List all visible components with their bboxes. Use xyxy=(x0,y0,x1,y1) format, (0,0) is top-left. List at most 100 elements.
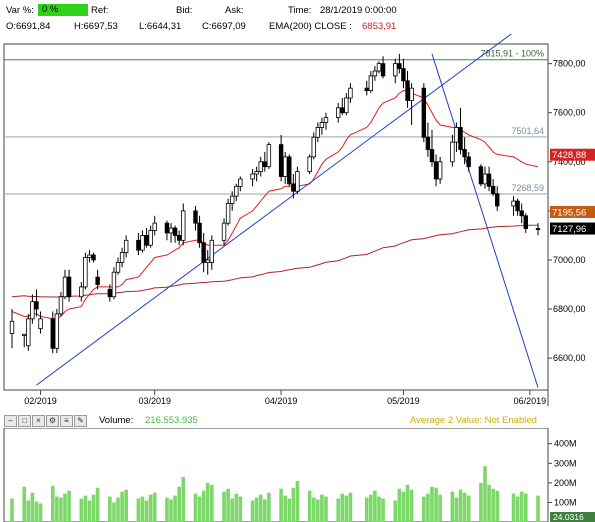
volume-bar xyxy=(311,497,316,522)
volume-bar xyxy=(250,500,255,522)
y-tick-label: 7400,00 xyxy=(553,157,586,167)
y-tick-label: 7600,00 xyxy=(553,108,586,118)
volume-bar xyxy=(434,487,438,522)
candle-body xyxy=(221,222,227,241)
candle xyxy=(437,156,443,184)
price-tag: 7195,56 xyxy=(552,207,586,218)
candle xyxy=(393,58,398,84)
time-label: Time: xyxy=(288,5,312,16)
candle xyxy=(164,220,170,241)
restore-icon[interactable]: □ xyxy=(18,415,31,427)
candle-body xyxy=(266,144,272,168)
candle-body xyxy=(323,117,329,123)
volume-bar xyxy=(291,487,296,522)
volume-bar xyxy=(226,488,230,522)
volume-bar xyxy=(173,495,177,522)
volume-bar xyxy=(307,490,312,522)
edit-icon[interactable]: ✎ xyxy=(74,415,87,427)
volume-bar xyxy=(316,499,320,522)
candle-body xyxy=(295,171,300,192)
candle-body xyxy=(376,63,382,72)
volume-bar xyxy=(50,485,55,522)
candle xyxy=(26,313,31,351)
volume-bar xyxy=(140,496,145,522)
volume-bar xyxy=(324,496,328,522)
volume-bar xyxy=(466,495,471,522)
average-label: Average 2 Value: Not Enabled xyxy=(410,415,537,426)
volume-bar xyxy=(287,498,292,522)
candle-body xyxy=(462,149,467,158)
close-icon[interactable]: × xyxy=(32,415,45,427)
volume-bar xyxy=(181,477,186,522)
x-tick-label: 02/2019 xyxy=(24,396,57,406)
volume-bar xyxy=(283,495,287,522)
volume-bar xyxy=(344,495,349,522)
candle-body xyxy=(495,193,500,207)
candle xyxy=(486,166,492,192)
var-label: Var %: xyxy=(6,5,34,16)
volume-bar xyxy=(405,484,410,522)
y-tick-label: 7800,00 xyxy=(553,59,586,69)
candle xyxy=(425,122,431,157)
volume-bar xyxy=(401,491,406,522)
candle xyxy=(193,205,198,231)
candle-body xyxy=(433,161,439,180)
candle xyxy=(405,70,410,108)
volume-bar xyxy=(222,491,226,522)
volume-bar xyxy=(63,493,67,522)
volume-chart[interactable]: 400M 300M 200M 100M 24.0316 xyxy=(0,428,595,522)
volume-bar xyxy=(205,482,210,522)
volume-bar xyxy=(295,480,300,522)
candle-body xyxy=(140,235,145,251)
candle-body xyxy=(58,296,64,315)
volume-bar xyxy=(55,496,59,522)
candle-body xyxy=(535,228,541,230)
candle xyxy=(87,250,92,263)
candle xyxy=(111,267,117,300)
candle xyxy=(336,102,341,123)
volume-bar xyxy=(26,500,31,522)
volume-bar xyxy=(364,497,369,522)
volume-bar xyxy=(495,490,500,522)
candle-body xyxy=(458,127,463,150)
volume-bar xyxy=(144,500,149,522)
candle-body xyxy=(225,203,231,224)
menu-icon[interactable]: ≡ xyxy=(60,415,73,427)
volume-tick-label: 400M xyxy=(554,439,577,449)
candle xyxy=(315,122,321,143)
candle-body xyxy=(368,75,374,92)
candle xyxy=(34,289,39,317)
volume-bar xyxy=(430,486,434,522)
time-axis-ticks: 02/2019 03/2019 04/2019 05/2019 06/2019 xyxy=(24,390,546,406)
candle xyxy=(380,56,386,79)
volume-bar xyxy=(438,494,442,522)
candle-body xyxy=(336,107,341,119)
candle-body xyxy=(340,107,345,114)
candle xyxy=(466,151,471,172)
candle xyxy=(482,166,488,189)
candle xyxy=(287,154,292,187)
price-chart[interactable]: 7815,91 - 100% 7501,64 7268,59 7800,00 7600… xyxy=(0,34,595,412)
candle xyxy=(450,134,455,167)
volume-bar xyxy=(458,489,463,522)
candle-body xyxy=(34,301,39,310)
volume-last-tag: 24.0316 xyxy=(553,512,584,522)
candle-body xyxy=(91,254,96,261)
candle-body xyxy=(425,136,431,150)
trendline-2 xyxy=(431,53,539,388)
fib-label: 7268,59 xyxy=(511,183,544,193)
candle xyxy=(311,132,316,160)
volume-bar xyxy=(67,490,71,522)
candle xyxy=(523,213,528,233)
candle-body xyxy=(193,210,198,224)
candle xyxy=(409,83,414,125)
minimize-icon[interactable]: – xyxy=(4,415,17,427)
volume-bar xyxy=(426,493,430,522)
candle xyxy=(340,97,345,116)
high-value: H:6697,53 xyxy=(74,21,118,32)
candle xyxy=(515,198,520,216)
volume-bar xyxy=(393,500,398,522)
settings-icon[interactable]: ⚙ xyxy=(46,415,59,427)
volume-bar xyxy=(409,489,414,522)
candle xyxy=(115,257,121,275)
